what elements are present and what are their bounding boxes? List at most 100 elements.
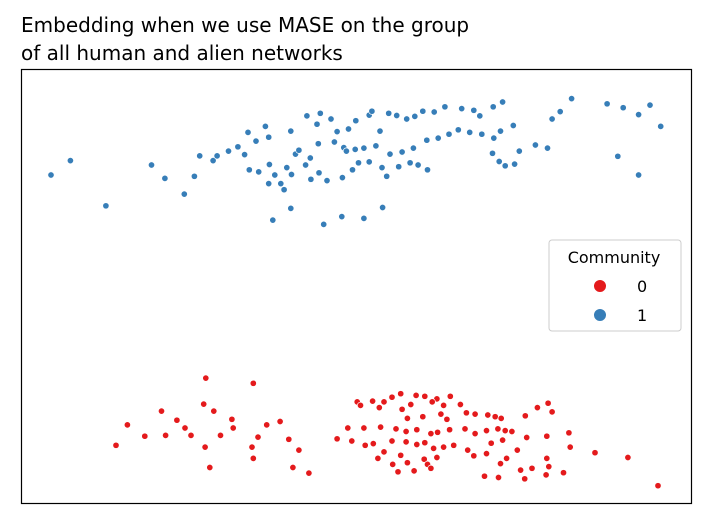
point-community-0-46 (403, 414, 411, 422)
point-community-0-88 (523, 433, 531, 442)
point-community-0-75 (464, 446, 472, 454)
point-community-1-59 (414, 161, 422, 169)
point-community-0-102 (397, 451, 405, 459)
point-community-1-16 (269, 216, 277, 224)
point-community-0-77 (482, 450, 491, 458)
point-community-1-85 (646, 101, 654, 109)
point-community-0-24 (206, 463, 214, 472)
point-community-1-1 (66, 157, 74, 165)
point-community-0-40 (428, 398, 436, 406)
point-community-1-73 (488, 149, 497, 157)
point-community-1-87 (657, 122, 665, 130)
point-community-0-42 (471, 410, 479, 418)
point-community-0-54 (402, 427, 410, 436)
point-community-0-45 (497, 414, 505, 422)
point-community-0-35 (446, 392, 454, 400)
point-community-0-90 (503, 454, 511, 462)
point-community-1-51 (338, 174, 346, 182)
point-community-1-104 (244, 128, 252, 136)
point-community-1-106 (333, 128, 341, 136)
point-community-0-13 (162, 431, 170, 439)
point-community-1-57 (395, 163, 403, 171)
point-community-1-100 (234, 143, 242, 151)
point-community-1-31 (316, 109, 324, 117)
point-community-1-55 (378, 164, 386, 172)
point-community-1-65 (434, 134, 442, 142)
point-community-0-67 (369, 440, 377, 448)
point-community-1-74 (495, 157, 503, 166)
point-community-0-69 (402, 438, 410, 446)
point-community-1-37 (393, 111, 401, 120)
point-community-0-9 (276, 417, 284, 426)
point-community-1-30 (303, 112, 311, 120)
point-community-1-81 (556, 108, 564, 116)
point-community-0-53 (392, 425, 400, 433)
point-community-1-41 (430, 108, 438, 116)
point-community-0-111 (433, 453, 441, 462)
point-community-0-15 (216, 431, 225, 439)
point-community-1-90 (379, 203, 387, 212)
plot-area-frame (20, 68, 693, 505)
point-community-0-26 (369, 397, 377, 405)
point-community-0-8 (263, 421, 271, 429)
point-community-1-79 (543, 144, 552, 152)
point-community-0-80 (501, 427, 509, 435)
point-community-1-72 (509, 121, 517, 130)
point-community-0-86 (566, 443, 574, 451)
point-community-0-112 (591, 449, 599, 457)
point-community-1-8 (213, 152, 221, 160)
point-community-1-42 (441, 103, 449, 111)
point-community-1-97 (283, 164, 291, 172)
point-community-0-4 (210, 407, 218, 415)
point-community-1-9 (224, 147, 233, 155)
point-community-0-33 (440, 401, 448, 409)
point-community-0-29 (397, 390, 405, 398)
point-community-0-89 (513, 446, 521, 454)
point-community-0-92 (480, 472, 489, 480)
point-community-0-65 (348, 437, 356, 445)
point-community-0-79 (499, 436, 507, 444)
point-community-1-12 (271, 171, 279, 179)
point-community-1-2 (102, 202, 110, 210)
point-community-1-35 (368, 107, 376, 115)
point-community-0-43 (484, 411, 492, 419)
point-community-1-24 (342, 147, 350, 155)
point-community-0-19 (285, 435, 293, 443)
point-community-0-36 (356, 401, 365, 409)
point-community-1-98 (265, 160, 273, 169)
point-community-0-108 (420, 455, 428, 463)
point-community-1-80 (548, 115, 556, 123)
point-community-0-31 (421, 392, 429, 400)
point-community-0-22 (289, 463, 297, 472)
point-community-1-67 (454, 126, 462, 134)
point-community-0-99 (528, 464, 536, 472)
point-community-1-77 (515, 147, 523, 155)
point-community-0-94 (517, 466, 525, 474)
point-community-0-56 (427, 430, 435, 438)
point-community-1-89 (635, 171, 643, 179)
legend-box (548, 239, 682, 332)
point-community-0-23 (112, 441, 120, 449)
point-community-0-78 (487, 439, 495, 447)
legend: Community 0 1 (548, 239, 682, 332)
legend-label-0: 0 (637, 277, 647, 296)
point-community-0-114 (654, 482, 662, 490)
point-community-1-27 (372, 142, 380, 150)
point-community-1-78 (531, 141, 539, 149)
point-community-1-39 (411, 112, 419, 120)
point-community-1-84 (619, 104, 627, 112)
point-community-1-49 (315, 169, 323, 177)
point-community-0-83 (544, 399, 552, 407)
point-community-1-56 (383, 172, 391, 180)
point-community-0-50 (344, 424, 352, 432)
point-community-1-61 (386, 150, 394, 158)
point-community-1-88 (614, 152, 622, 160)
point-community-0-1 (249, 379, 257, 387)
point-community-0-27 (380, 398, 388, 406)
point-community-1-40 (419, 107, 427, 115)
point-community-0-70 (413, 440, 421, 449)
point-community-1-13 (277, 180, 285, 188)
point-community-0-57 (434, 428, 442, 436)
point-community-0-10 (229, 424, 237, 432)
point-community-1-46 (489, 103, 497, 111)
